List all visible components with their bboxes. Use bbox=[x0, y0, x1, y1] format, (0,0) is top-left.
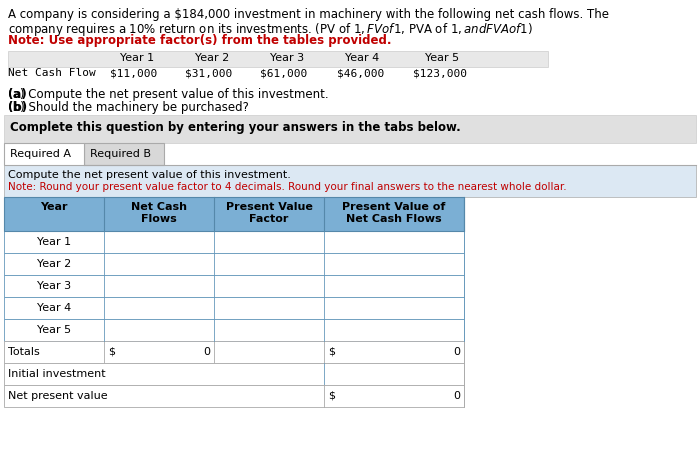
Text: (b) Should the machinery be purchased?: (b) Should the machinery be purchased? bbox=[8, 101, 249, 114]
Text: $31,000: $31,000 bbox=[185, 68, 232, 78]
Bar bbox=[4, 363, 464, 385]
Text: Complete this question by entering your answers in the tabs below.: Complete this question by entering your … bbox=[10, 121, 461, 134]
Bar bbox=[4, 341, 464, 363]
Text: A company is considering a $184,000 investment in machinery with the following n: A company is considering a $184,000 inve… bbox=[8, 8, 609, 21]
Bar bbox=[8, 52, 548, 68]
Text: $: $ bbox=[328, 346, 335, 356]
Text: $: $ bbox=[328, 390, 335, 400]
Text: Net present value: Net present value bbox=[8, 390, 108, 400]
Text: 0: 0 bbox=[453, 390, 460, 400]
Text: Year 3: Year 3 bbox=[270, 53, 304, 63]
Text: Required B: Required B bbox=[90, 149, 151, 159]
Text: (a): (a) bbox=[8, 88, 27, 101]
Text: Year 2: Year 2 bbox=[195, 53, 230, 63]
Text: Net Cash Flow: Net Cash Flow bbox=[8, 68, 96, 78]
Text: 0: 0 bbox=[453, 346, 460, 356]
Text: $61,000: $61,000 bbox=[260, 68, 307, 78]
Bar bbox=[4, 276, 464, 298]
Text: Compute the net present value of this investment.: Compute the net present value of this in… bbox=[8, 169, 291, 179]
Text: (b): (b) bbox=[8, 101, 27, 114]
Text: Required A: Required A bbox=[10, 149, 71, 159]
Text: Year 1: Year 1 bbox=[37, 237, 71, 247]
Bar bbox=[4, 319, 464, 341]
Text: Note: Use appropriate factor(s) from the tables provided.: Note: Use appropriate factor(s) from the… bbox=[8, 34, 391, 47]
Bar bbox=[4, 144, 84, 166]
Bar bbox=[4, 385, 464, 407]
Bar bbox=[4, 198, 464, 231]
Text: Year 2: Year 2 bbox=[37, 258, 71, 268]
Bar bbox=[4, 116, 696, 144]
Text: (a) Compute the net present value of this investment.: (a) Compute the net present value of thi… bbox=[8, 88, 328, 101]
Text: Year 4: Year 4 bbox=[37, 302, 71, 312]
Text: Year: Year bbox=[41, 201, 68, 211]
Text: Year 3: Year 3 bbox=[37, 280, 71, 290]
Text: $11,000: $11,000 bbox=[110, 68, 158, 78]
Text: Net Cash
Flows: Net Cash Flows bbox=[131, 201, 187, 224]
Bar bbox=[4, 298, 464, 319]
Text: Year 4: Year 4 bbox=[345, 53, 379, 63]
Bar bbox=[4, 253, 464, 276]
Bar bbox=[84, 144, 164, 166]
Bar bbox=[4, 231, 464, 253]
Text: Year 5: Year 5 bbox=[425, 53, 459, 63]
Text: $46,000: $46,000 bbox=[337, 68, 384, 78]
Text: 0: 0 bbox=[203, 346, 210, 356]
Text: $: $ bbox=[108, 346, 115, 356]
Bar bbox=[4, 166, 696, 198]
Text: Initial investment: Initial investment bbox=[8, 368, 106, 378]
Text: Present Value
Factor: Present Value Factor bbox=[225, 201, 312, 224]
Text: Present Value of
Net Cash Flows: Present Value of Net Cash Flows bbox=[342, 201, 446, 224]
Text: Totals: Totals bbox=[8, 346, 40, 356]
Text: $123,000: $123,000 bbox=[413, 68, 467, 78]
Text: company requires a 10% return on its investments. (PV of $1, FV of $1, PVA of $1: company requires a 10% return on its inv… bbox=[8, 21, 533, 38]
Text: Year 5: Year 5 bbox=[37, 324, 71, 334]
Text: Note: Round your present value factor to 4 decimals. Round your final answers to: Note: Round your present value factor to… bbox=[8, 182, 566, 192]
Text: Year 1: Year 1 bbox=[120, 53, 154, 63]
